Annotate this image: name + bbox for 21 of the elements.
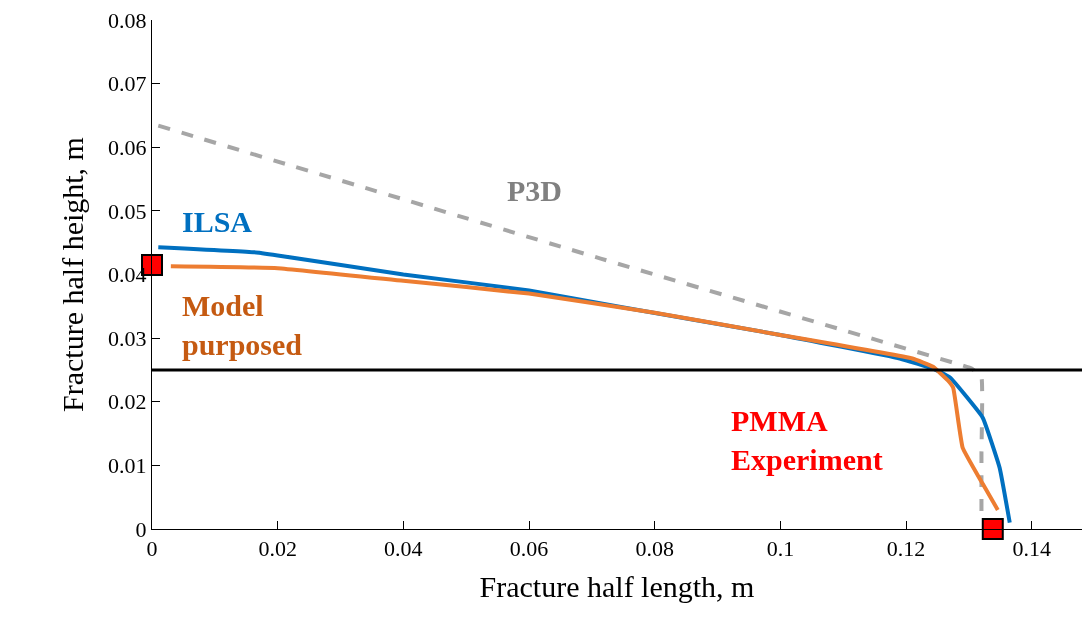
y-tick-label: 0.03	[108, 325, 147, 351]
x-tick-label: 0.06	[509, 536, 549, 562]
x-tick-label: 0.1	[766, 536, 795, 562]
x-tick-label: 0.12	[886, 536, 926, 562]
y-tick-label: 0.08	[108, 7, 147, 33]
y-tick-label: 0	[135, 516, 147, 542]
x-tick-label: 0.08	[635, 536, 674, 562]
x-tick-label: 0.02	[258, 536, 297, 562]
series-label: Model purposed	[182, 289, 303, 361]
y-axis-title: Fracture half height, m	[56, 137, 90, 412]
x-axis-title: Fracture half length, m	[479, 569, 755, 603]
y-tick-label: 0.07	[108, 71, 147, 97]
y-tick-label: 0.02	[108, 389, 147, 415]
x-tick-label: 0.14	[1012, 536, 1051, 562]
y-tick-label: 0.06	[108, 134, 147, 160]
series-label: ILSA	[182, 205, 253, 238]
y-tick-label: 0.01	[108, 453, 147, 479]
x-tick-label: 0.04	[384, 536, 423, 562]
y-tick-label: 0.05	[108, 198, 147, 224]
series-label: P3D	[507, 174, 562, 207]
text: PMMA Experiment	[731, 404, 883, 476]
